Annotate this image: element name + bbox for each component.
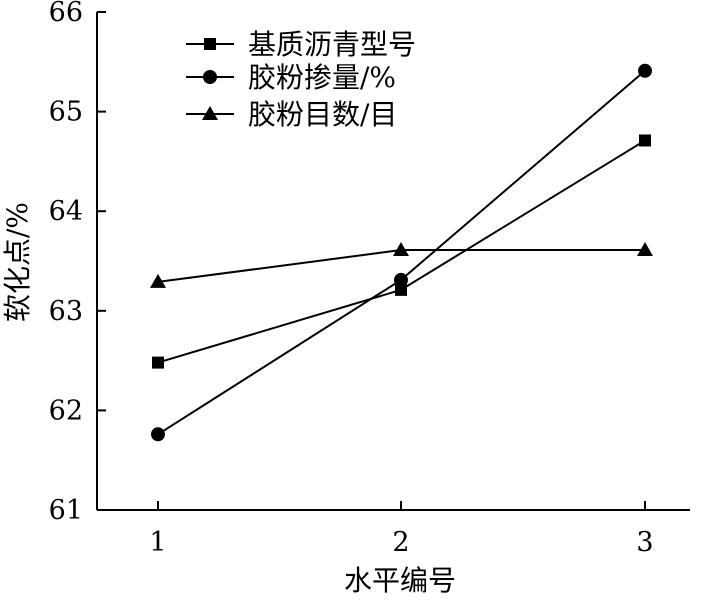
legend-label: 基质沥青型号	[248, 28, 416, 61]
axes	[96, 12, 690, 511]
legend-label: 胶粉目数/目	[248, 98, 397, 131]
data-point-square	[639, 134, 651, 147]
data-point-triangle	[637, 242, 653, 257]
y-tick-label: 63	[49, 296, 83, 327]
data-point-triangle	[393, 242, 409, 257]
data-point-circle	[151, 427, 165, 442]
legend-marker-square	[204, 38, 216, 50]
series-square	[152, 134, 651, 369]
y-axis-title: 软化点/%	[1, 202, 34, 322]
legend-label: 胶粉掺量/%	[248, 61, 396, 94]
data-point-square	[395, 283, 407, 296]
x-tick-label: 1	[149, 527, 166, 558]
x-ticks: 1 2 3	[149, 501, 654, 558]
y-tick-label: 61	[49, 495, 83, 526]
y-ticks: 61 62 63 64 65 66	[49, 0, 106, 526]
y-tick-label: 64	[49, 196, 83, 227]
series-circle	[151, 63, 652, 442]
data-point-square	[152, 356, 164, 369]
y-tick-label: 66	[49, 0, 83, 28]
series-layer	[150, 63, 653, 442]
legend-item: 胶粉目数/目	[186, 98, 397, 131]
x-tick-label: 2	[392, 527, 409, 558]
data-point-circle	[638, 63, 652, 78]
y-tick-label: 65	[49, 97, 83, 128]
series-triangle	[150, 242, 653, 288]
x-axis-title: 水平编号	[344, 564, 456, 597]
legend-item: 基质沥青型号	[186, 28, 416, 61]
legend-item: 胶粉掺量/%	[186, 61, 396, 94]
data-point-triangle	[150, 273, 166, 288]
legend-marker-circle	[203, 70, 217, 84]
x-tick-label: 3	[636, 527, 653, 558]
data-point-circle	[394, 272, 408, 287]
y-tick-label: 62	[49, 395, 83, 426]
legend-marker-triangle	[202, 106, 218, 120]
